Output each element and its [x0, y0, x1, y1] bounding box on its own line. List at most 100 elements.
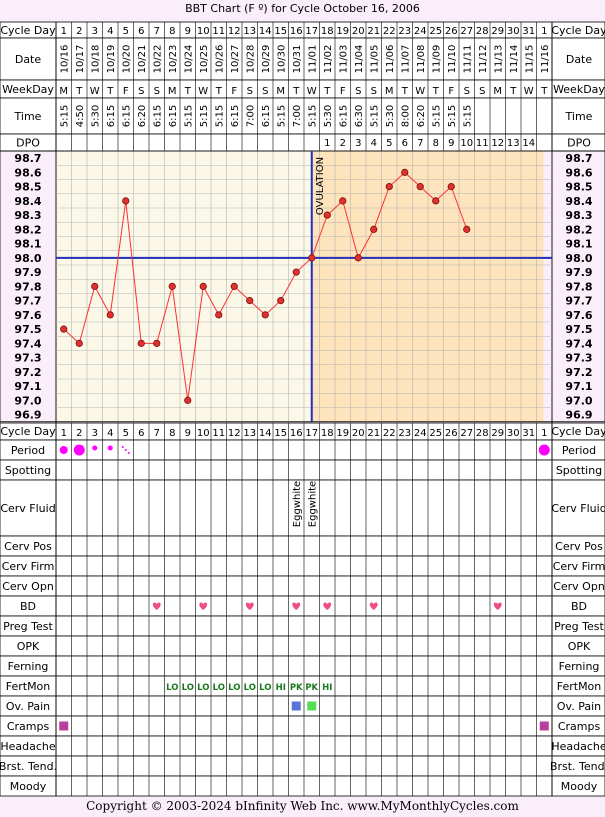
cycle-day-label-bottom: 28	[476, 428, 489, 439]
weekday-label: M	[493, 86, 502, 97]
y-tick-label-right: 98.5	[565, 181, 592, 194]
time-label: 5:15	[447, 105, 458, 127]
cycle-day-label-bottom: 31	[522, 428, 535, 439]
weekday-label: T	[106, 86, 114, 97]
cycle-day-label: 17	[305, 26, 318, 37]
cycle-day-label-bottom: 1	[541, 428, 547, 439]
time-label: 6:15	[106, 105, 117, 127]
row-opk	[0, 635, 605, 657]
y-tick-label-right: 96.9	[565, 409, 592, 422]
cycle-day-label-bottom: 1	[61, 428, 67, 439]
ovulation-label: OVULATION	[315, 157, 326, 215]
temperature-point	[385, 183, 393, 191]
cycle-day-label: 16	[290, 26, 303, 37]
date-label: 11/08	[416, 45, 427, 74]
cycle-day-label: 1	[61, 26, 67, 37]
y-tick-label-right: 98.4	[565, 195, 592, 208]
bd-heart-icon	[292, 602, 301, 610]
time-label: 6:20	[137, 105, 148, 127]
row-cerv-firm	[0, 555, 605, 577]
weekday-label: S	[355, 86, 361, 97]
temperature-point	[323, 211, 331, 219]
dpo-label: 6	[402, 138, 408, 149]
row-label-dpo: DPO	[16, 137, 40, 150]
row-label-right-weekday: WeekDay	[553, 83, 605, 96]
weekday-label: T	[509, 86, 517, 97]
dpo-label: 8	[433, 138, 439, 149]
row-label-cycle_day: Cycle Day	[0, 24, 56, 37]
y-tick-label: 97.0	[14, 394, 41, 407]
y-tick-label: 98.7	[14, 152, 41, 165]
period-spotting-dot	[121, 446, 124, 448]
time-label: 5:15	[369, 105, 380, 127]
cycle-day-label: 27	[460, 26, 473, 37]
temperature-point	[308, 254, 316, 262]
weekday-label: T	[432, 86, 440, 97]
bd-heart-icon	[369, 602, 378, 610]
cycle-day-label-bottom: 11	[212, 428, 225, 439]
date-label: 10/19	[106, 45, 117, 74]
period-marker	[538, 444, 550, 456]
row-label-opk: OPK	[17, 640, 40, 653]
y-tick-label-right: 97.1	[565, 380, 592, 393]
cycle-day-label: 23	[398, 26, 411, 37]
date-label: 10/30	[276, 45, 287, 74]
y-tick-label: 98.4	[14, 195, 41, 208]
y-tick-label-right: 98.7	[565, 152, 592, 165]
row-label-right-date: Date	[566, 53, 593, 66]
date-label: 10/29	[261, 45, 272, 74]
date-label: 10/27	[230, 45, 241, 74]
y-tick-label-right: 97.4	[565, 337, 592, 350]
row-ov-pain	[0, 695, 605, 717]
bd-heart-icon	[152, 602, 161, 610]
weekday-label: T	[540, 86, 548, 97]
weekday-label: W	[90, 86, 100, 97]
time-label: 5:15	[59, 105, 70, 127]
weekday-label: M	[59, 86, 68, 97]
row-label-right-time: Time	[565, 110, 593, 123]
post-ovulation-area	[311, 151, 544, 422]
time-label: 6:15	[152, 105, 163, 127]
row-label-right-ferning: Ferning	[559, 660, 600, 673]
temperature-point	[401, 168, 409, 176]
time-label: 5:30	[323, 105, 334, 127]
temperature-point	[75, 339, 83, 347]
fertmon-reading: LO	[259, 683, 271, 693]
time-label: 5:15	[183, 105, 194, 127]
fertmon-reading: LO	[197, 683, 209, 693]
y-tick-label-right: 98.2	[565, 223, 592, 236]
cycle-day-label: 31	[522, 26, 535, 37]
row-label-right-brst-tend-: Brst. Tend.	[550, 760, 605, 773]
time-label: 5:15	[307, 105, 318, 127]
cycle-day-label: 8	[169, 26, 175, 37]
weekday-label: T	[401, 86, 409, 97]
fertmon-reading: PK	[305, 683, 318, 693]
date-label: 10/28	[245, 45, 256, 74]
chart-border	[0, 150, 605, 423]
y-tick-label-right: 97.0	[565, 394, 592, 407]
weekday-label: S	[247, 86, 253, 97]
row-label-right-spotting: Spotting	[556, 464, 602, 477]
weekday-label: F	[340, 86, 346, 97]
y-tick-label: 97.4	[14, 337, 41, 350]
weekday-label: M	[276, 86, 285, 97]
time-label: 6:15	[121, 105, 132, 127]
temperature-point	[168, 282, 176, 290]
dpo-label: 5	[386, 138, 392, 149]
row-label-right-bd: BD	[571, 600, 587, 613]
y-tick-label: 97.7	[14, 295, 41, 308]
date-label: 11/06	[385, 45, 396, 74]
time-label: 6:20	[416, 105, 427, 127]
row-label-right-preg-test: Preg Test	[554, 620, 604, 633]
temperature-point	[292, 268, 300, 276]
weekday-label: F	[448, 86, 454, 97]
cycle-day-label: 10	[197, 26, 210, 37]
row-bd	[0, 595, 605, 617]
bd-heart-icon	[493, 602, 502, 610]
y-tick-label-right: 98.1	[565, 238, 592, 251]
date-label: 10/23	[168, 45, 179, 74]
temperature-point	[199, 282, 207, 290]
row-cerv-pos	[0, 535, 605, 557]
cerv-fluid-entry: Eggwhite	[307, 481, 318, 527]
cycle-day-label: 1	[541, 26, 547, 37]
